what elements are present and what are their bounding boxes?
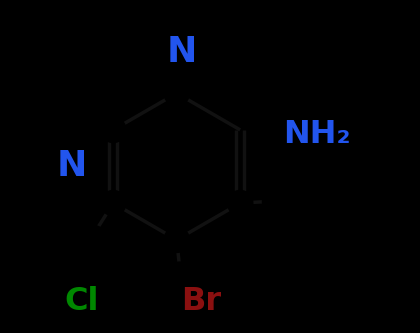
Circle shape [81, 225, 106, 251]
Circle shape [101, 190, 126, 216]
Circle shape [168, 262, 193, 287]
Text: Cl: Cl [65, 286, 99, 317]
Text: N: N [57, 150, 87, 183]
Circle shape [164, 81, 189, 106]
Text: N: N [166, 35, 197, 69]
Text: NH₂: NH₂ [283, 119, 351, 151]
Circle shape [262, 189, 288, 214]
Circle shape [101, 117, 126, 143]
Circle shape [228, 190, 253, 216]
Text: Br: Br [181, 286, 222, 317]
Circle shape [164, 227, 189, 252]
